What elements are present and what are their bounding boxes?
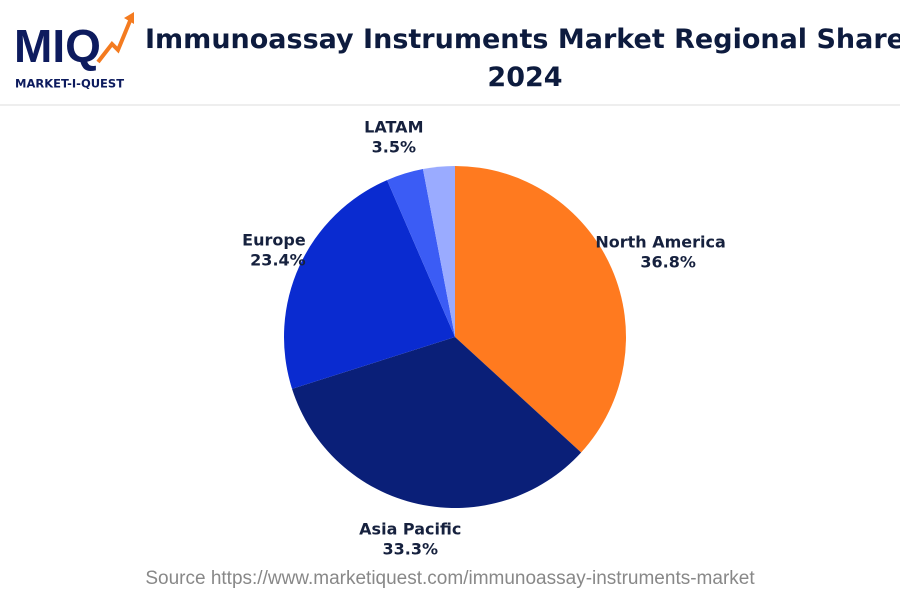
chart-title: Immunoassay Instruments Market Regional … [145,24,900,93]
slice-label: Asia Pacific [359,520,461,539]
logo-arrowhead [124,12,134,24]
slice-value: 33.3% [383,540,439,559]
pie-slice [283,180,455,389]
slice-label: North America [595,233,725,252]
slice-value: 23.4% [250,250,306,269]
pie-slice [455,166,626,453]
pie-slice [292,337,582,508]
logo-mark: MIQ [14,20,101,72]
pie-slice [387,169,455,337]
slice-value: 3.5% [372,138,416,157]
logo: MIQ MARKET-I-QUEST [14,12,134,91]
slice-label: Europe [242,230,306,249]
logo-name: MARKET-I-QUEST [15,77,124,91]
slice-label: LATAM [364,118,423,137]
pie-slice [422,166,455,337]
logo-arrow [96,15,134,64]
slice-value: 36.8% [640,253,696,272]
source: Source https://www.marketiquest.com/immu… [145,568,755,589]
